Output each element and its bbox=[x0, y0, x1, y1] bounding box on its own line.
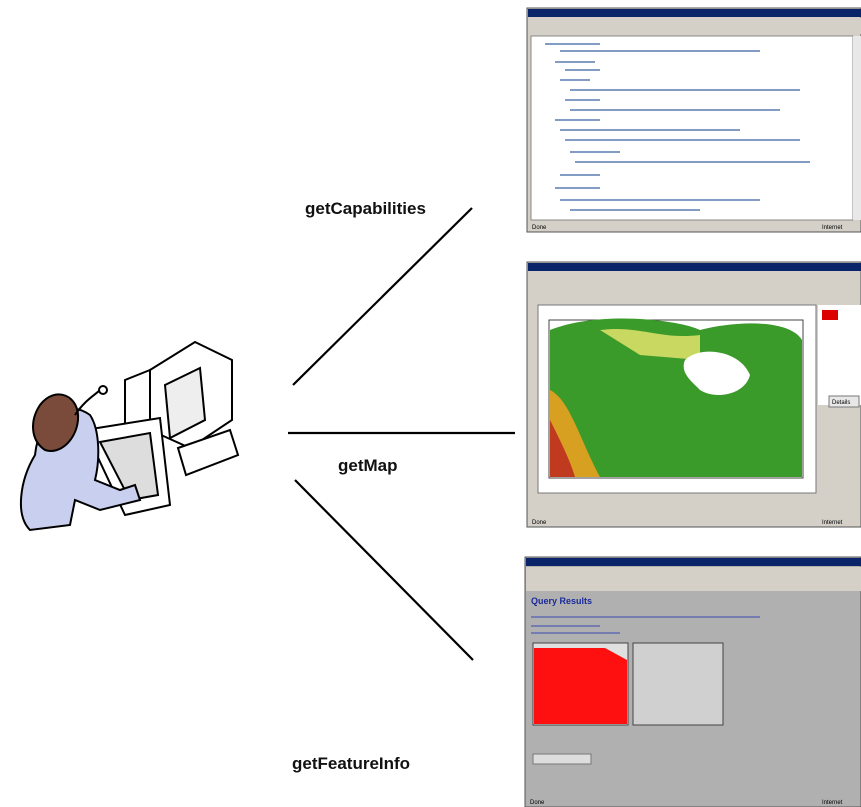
label: getFeatureInfo bbox=[292, 754, 410, 773]
user-illustration bbox=[19, 340, 240, 532]
status-text: Done bbox=[532, 225, 547, 231]
button-label: Details bbox=[832, 400, 850, 406]
page-heading: Query Results bbox=[531, 596, 592, 606]
browser-window: Query Results Done Internet bbox=[524, 556, 861, 807]
browser-window: Details Done Internet bbox=[526, 261, 861, 528]
status-zone: Internet bbox=[822, 800, 843, 806]
connector bbox=[292, 207, 473, 386]
connectors bbox=[288, 207, 515, 661]
status-zone: Internet bbox=[822, 225, 843, 231]
browser-window: Done Internet bbox=[526, 7, 861, 233]
status-zone: Internet bbox=[822, 520, 843, 526]
status-text: Done bbox=[532, 520, 547, 526]
connector bbox=[294, 479, 474, 661]
label: getCapabilities bbox=[305, 199, 426, 218]
status-text: Done bbox=[530, 800, 545, 806]
label: getMap bbox=[338, 456, 398, 475]
